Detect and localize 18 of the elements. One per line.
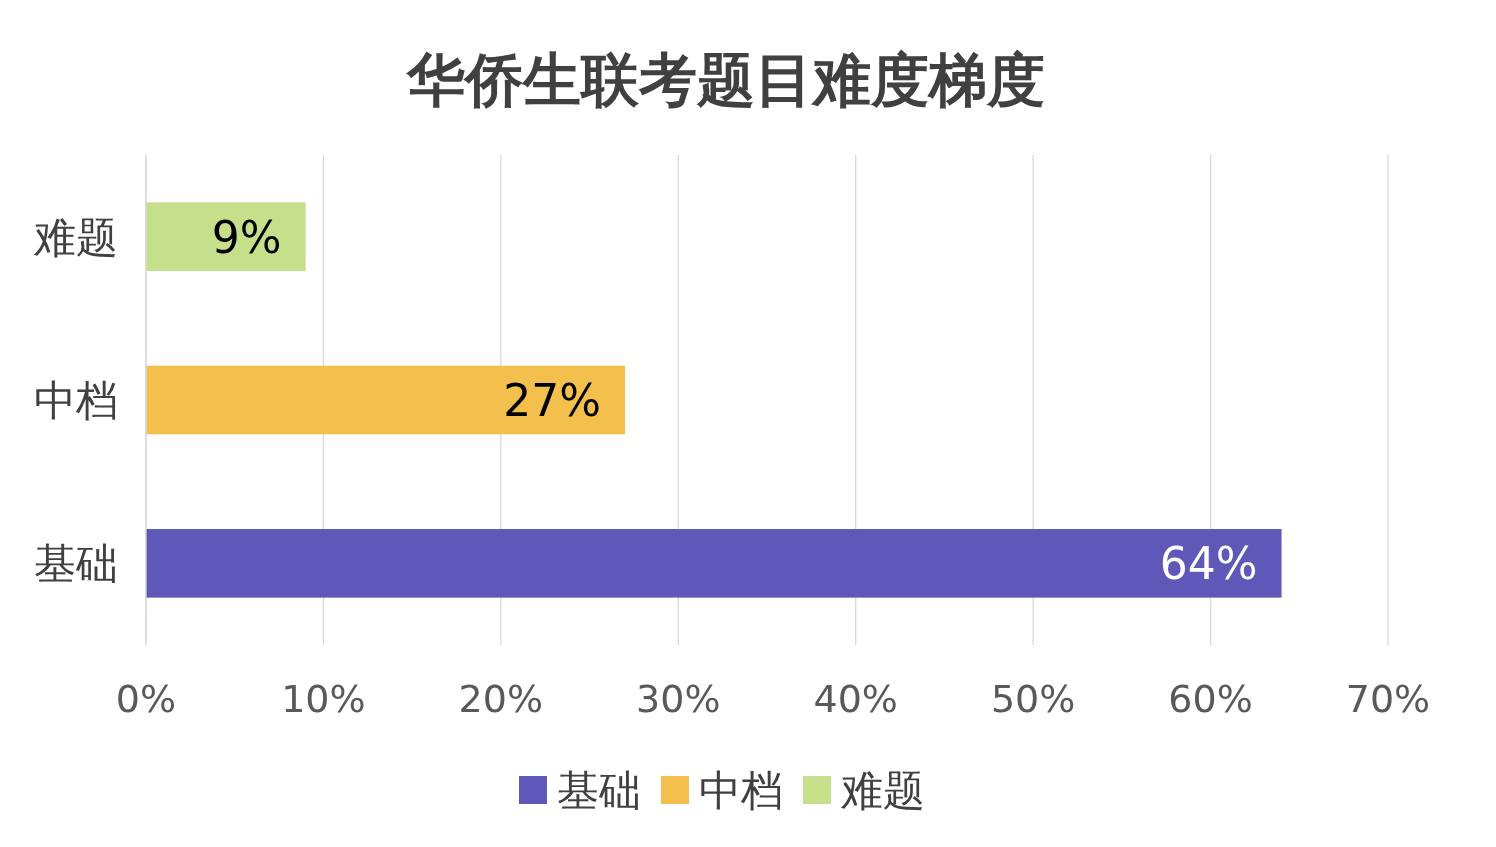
y-tick-label: 中档 [34,376,118,425]
x-tick-label: 50% [990,677,1076,721]
chart-title: 华侨生联考题目难度梯度 [405,46,1045,114]
data-label: 9% [211,211,282,263]
legend-label: 难题 [840,766,925,815]
x-tick-label: 70% [1345,677,1431,721]
y-tick-label: 难题 [33,212,118,262]
data-label: 64% [1159,538,1258,590]
x-tick-label: 20% [458,677,544,721]
x-tick-label: 60% [1168,677,1253,721]
x-tick-label: 0% [115,677,177,721]
legend-label: 基础 [557,766,641,815]
x-tick-label: 30% [636,677,721,721]
legend-label: 中档 [699,766,783,815]
x-tick-label: 10% [281,677,366,721]
data-label: 27% [503,375,602,426]
y-tick-label: 基础 [34,539,118,589]
x-tick-label: 40% [813,677,898,721]
